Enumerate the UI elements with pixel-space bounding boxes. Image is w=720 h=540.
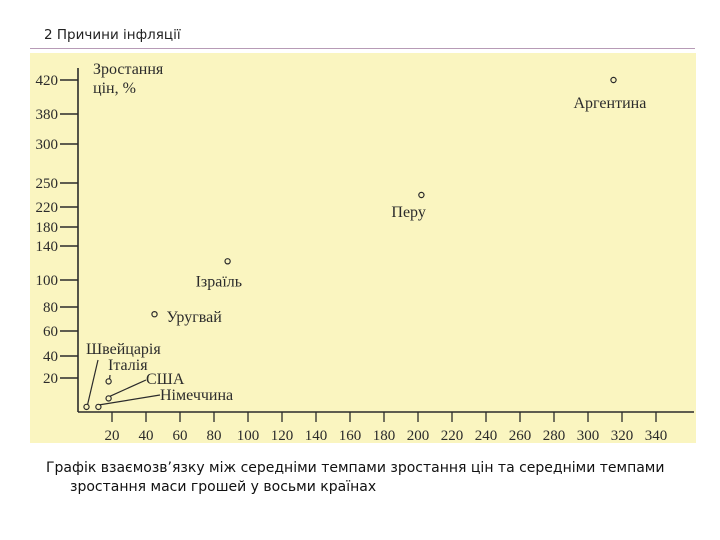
x-tick-label: 340 xyxy=(645,428,668,444)
point-label: Аргентина xyxy=(574,95,647,112)
data-point xyxy=(151,311,158,318)
y-tick-label: 140 xyxy=(36,239,59,255)
x-tick-label: 20 xyxy=(105,428,120,444)
x-tick-label: 80 xyxy=(207,428,222,444)
point-label: Уругвай xyxy=(167,309,223,326)
x-tick-label: 60 xyxy=(173,428,188,444)
slide-heading: 2 Причини інфляції xyxy=(44,27,181,43)
data-point xyxy=(83,403,90,411)
y-tick-label: 60 xyxy=(43,324,58,340)
x-tick-label: 160 xyxy=(339,428,362,444)
point-label: Італія xyxy=(108,357,148,374)
label-leader-line xyxy=(86,359,99,406)
x-tick-label: 100 xyxy=(237,428,260,444)
y-tick-label: 300 xyxy=(36,137,59,153)
point-label: Перу xyxy=(391,204,425,221)
data-point xyxy=(224,258,231,265)
y-tick-label: 100 xyxy=(36,273,59,289)
figure-caption: Графік взаємозв’язку між середніми темпа… xyxy=(46,460,665,495)
heading-divider xyxy=(30,48,695,49)
data-point xyxy=(95,403,102,411)
point-label: Швейцарія xyxy=(86,341,161,358)
x-tick-label: 180 xyxy=(373,428,396,444)
point-label: США xyxy=(146,371,185,388)
x-tick-label: 200 xyxy=(407,428,430,444)
x-tick-label: 300 xyxy=(577,428,600,444)
y-tick-label: 40 xyxy=(43,349,58,365)
data-point xyxy=(105,395,112,402)
plot-background xyxy=(30,53,696,443)
y-tick-label: 20 xyxy=(43,371,58,387)
data-point xyxy=(610,76,617,84)
data-point xyxy=(105,378,112,385)
label-leader-line xyxy=(99,394,161,406)
y-tick-label: 380 xyxy=(36,107,59,123)
x-tick-label: 120 xyxy=(271,428,294,444)
y-tick-label: 250 xyxy=(36,176,59,192)
x-tick-label: 40 xyxy=(139,428,154,444)
x-tick-label: 240 xyxy=(475,428,498,444)
x-tick-label: 140 xyxy=(305,428,328,444)
point-label: Ізраїль xyxy=(196,273,242,290)
y-axis-label-line1: Зростання xyxy=(93,61,164,78)
x-tick-label: 320 xyxy=(611,428,634,444)
x-tick-label: 260 xyxy=(509,428,532,444)
y-tick-label: 80 xyxy=(43,300,58,316)
label-leader-line xyxy=(109,379,147,397)
y-tick-label: 220 xyxy=(36,200,59,216)
x-tick-label: 220 xyxy=(441,428,464,444)
y-tick-label: 180 xyxy=(36,220,59,236)
x-tick-label: 280 xyxy=(543,428,566,444)
y-axis-label-line2: цін, % xyxy=(93,80,136,97)
y-tick-label: 420 xyxy=(36,73,59,89)
point-label: Німеччина xyxy=(160,387,233,404)
data-point xyxy=(418,191,425,199)
